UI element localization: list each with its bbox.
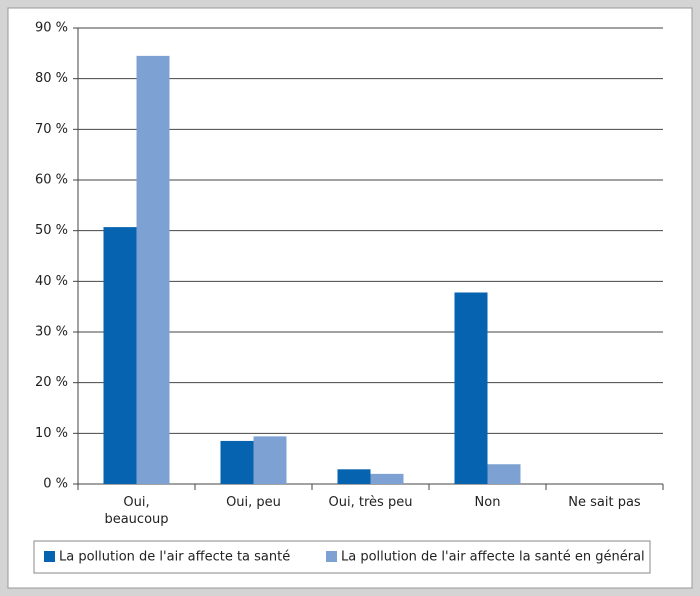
bar [487,464,521,484]
y-tick-label: 50 % [35,223,68,238]
bar [136,55,170,484]
legend-label: La pollution de l'air affecte ta santé [59,550,290,565]
legend-box [33,540,651,574]
y-tick-label: 20 % [35,375,68,390]
x-tick-label: Oui, beaucoup [104,495,169,527]
x-tick-label: Oui, peu [226,495,281,510]
y-tick-label: 60 % [35,173,68,188]
y-tick-label: 40 % [35,274,68,289]
y-tick-label: 10 % [35,426,68,441]
x-tick-label: Oui, très peu [328,495,413,510]
legend-label: La pollution de l'air affecte la santé e… [341,550,645,565]
bar [103,227,137,484]
bar [370,473,404,484]
bar [220,440,254,484]
legend-swatch [326,551,337,562]
y-tick-label: 70 % [35,122,68,137]
bar [253,436,287,484]
y-tick-label: 30 % [35,325,68,340]
x-tick-label: Non [474,495,501,510]
x-tick-label: Ne sait pas [568,495,641,510]
y-tick-label: 80 % [35,71,68,86]
y-tick-label: 90 % [35,21,68,36]
bar [337,469,371,484]
bar [454,292,488,484]
y-tick-label: 0 % [43,477,68,492]
legend-swatch [44,551,55,562]
